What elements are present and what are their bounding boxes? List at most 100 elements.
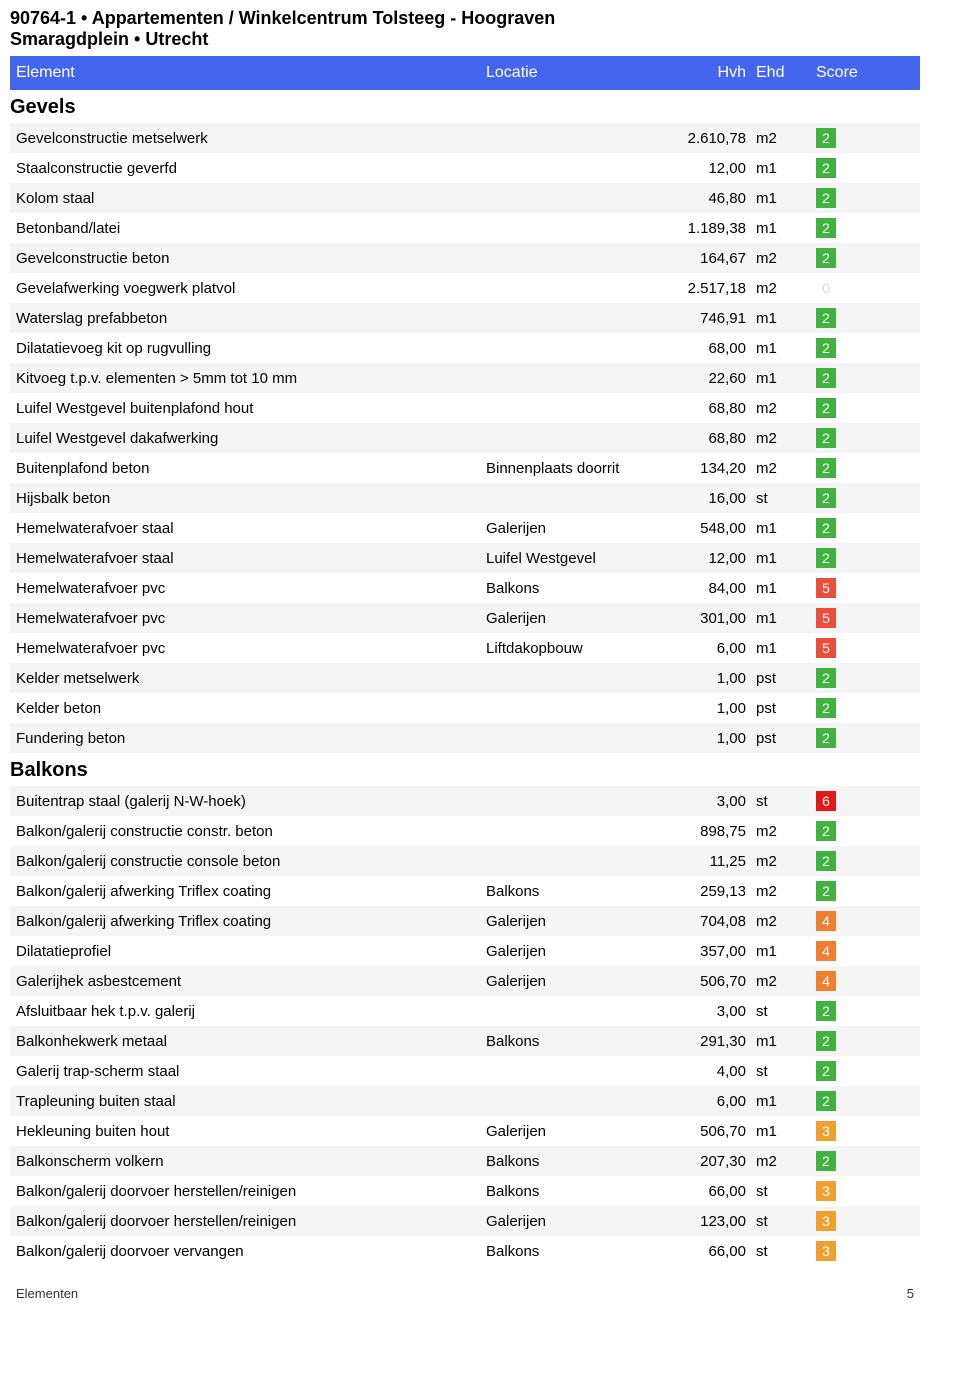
cell-score: 5 <box>816 578 886 598</box>
cell-element: Gevelafwerking voegwerk platvol <box>16 280 486 297</box>
score-badge: 2 <box>816 1001 836 1021</box>
cell-element: Galerij trap-scherm staal <box>16 1063 486 1080</box>
cell-hvh: 134,20 <box>666 460 756 477</box>
cell-locatie: Balkons <box>486 883 666 900</box>
score-badge: 5 <box>816 638 836 658</box>
score-badge: 3 <box>816 1121 836 1141</box>
cell-ehd: m1 <box>756 190 816 207</box>
score-badge: 2 <box>816 698 836 718</box>
score-badge: 2 <box>816 338 836 358</box>
cell-element: Balkon/galerij afwerking Triflex coating <box>16 913 486 930</box>
cell-locatie: Balkons <box>486 1153 666 1170</box>
cell-element: Hijsbalk beton <box>16 490 486 507</box>
cell-element: Luifel Westgevel buitenplafond hout <box>16 400 486 417</box>
cell-element: Kelder metselwerk <box>16 670 486 687</box>
table-row: Galerijhek asbestcementGalerijen506,70m2… <box>10 966 920 996</box>
cell-locatie: Galerijen <box>486 913 666 930</box>
cell-element: Hemelwaterafvoer staal <box>16 520 486 537</box>
cell-score: 2 <box>816 1151 886 1171</box>
cell-ehd: m2 <box>756 913 816 930</box>
cell-element: Staalconstructie geverfd <box>16 160 486 177</box>
cell-ehd: m2 <box>756 250 816 267</box>
score-badge: 4 <box>816 941 836 961</box>
table-row: Dilatatievoeg kit op rugvulling68,00m12 <box>10 333 920 363</box>
cell-ehd: pst <box>756 700 816 717</box>
cell-element: Afsluitbaar hek t.p.v. galerij <box>16 1003 486 1020</box>
table-row: Hemelwaterafvoer pvcGalerijen301,00m15 <box>10 603 920 633</box>
cell-score: 3 <box>816 1241 886 1261</box>
cell-score: 2 <box>816 308 886 328</box>
cell-element: Gevelconstructie metselwerk <box>16 130 486 147</box>
cell-hvh: 68,00 <box>666 340 756 357</box>
cell-score: 4 <box>816 941 886 961</box>
page-title-line1: 90764-1 • Appartementen / Winkelcentrum … <box>10 0 920 29</box>
table-row: Balkon/galerij afwerking Triflex coating… <box>10 906 920 936</box>
table-row: Hemelwaterafvoer pvcBalkons84,00m15 <box>10 573 920 603</box>
cell-score: 2 <box>816 1001 886 1021</box>
score-badge: 2 <box>816 488 836 508</box>
cell-ehd: m1 <box>756 610 816 627</box>
cell-ehd: m2 <box>756 430 816 447</box>
cell-score: 2 <box>816 338 886 358</box>
cell-element: Betonband/latei <box>16 220 486 237</box>
cell-ehd: st <box>756 1003 816 1020</box>
cell-locatie: Balkons <box>486 1183 666 1200</box>
cell-hvh: 548,00 <box>666 520 756 537</box>
cell-score: 2 <box>816 881 886 901</box>
score-badge: 2 <box>816 218 836 238</box>
cell-element: Buitenplafond beton <box>16 460 486 477</box>
cell-element: Dilatatieprofiel <box>16 943 486 960</box>
cell-ehd: m1 <box>756 370 816 387</box>
score-badge: 3 <box>816 1241 836 1261</box>
footer-left: Elementen <box>16 1286 78 1301</box>
cell-score: 2 <box>816 428 886 448</box>
table-row: Gevelconstructie beton164,67m22 <box>10 243 920 273</box>
score-badge: 5 <box>816 608 836 628</box>
cell-ehd: st <box>756 1243 816 1260</box>
score-badge: 2 <box>816 248 836 268</box>
cell-hvh: 11,25 <box>666 853 756 870</box>
score-badge: 4 <box>816 911 836 931</box>
cell-score: 2 <box>816 398 886 418</box>
score-badge: 5 <box>816 578 836 598</box>
score-badge: 2 <box>816 881 836 901</box>
score-badge: 2 <box>816 188 836 208</box>
cell-hvh: 123,00 <box>666 1213 756 1230</box>
cell-score: 2 <box>816 128 886 148</box>
cell-ehd: st <box>756 490 816 507</box>
score-badge: 2 <box>816 518 836 538</box>
table-row: Gevelconstructie metselwerk2.610,78m22 <box>10 123 920 153</box>
cell-hvh: 6,00 <box>666 1093 756 1110</box>
cell-hvh: 3,00 <box>666 1003 756 1020</box>
cell-ehd: m1 <box>756 550 816 567</box>
cell-element: Dilatatievoeg kit op rugvulling <box>16 340 486 357</box>
cell-score: 3 <box>816 1181 886 1201</box>
score-badge: 4 <box>816 971 836 991</box>
score-badge: 2 <box>816 398 836 418</box>
cell-hvh: 2.610,78 <box>666 130 756 147</box>
table-row: Kelder metselwerk1,00pst2 <box>10 663 920 693</box>
cell-element: Trapleuning buiten staal <box>16 1093 486 1110</box>
cell-score: 3 <box>816 1121 886 1141</box>
cell-score: 5 <box>816 638 886 658</box>
cell-hvh: 1,00 <box>666 700 756 717</box>
cell-score: 2 <box>816 158 886 178</box>
cell-hvh: 68,80 <box>666 430 756 447</box>
cell-hvh: 66,00 <box>666 1243 756 1260</box>
table-row: Balkon/galerij doorvoer herstellen/reini… <box>10 1176 920 1206</box>
cell-score: 6 <box>816 791 886 811</box>
cell-ehd: st <box>756 793 816 810</box>
col-header-ehd: Ehd <box>756 64 816 82</box>
score-badge: 6 <box>816 791 836 811</box>
cell-element: Gevelconstructie beton <box>16 250 486 267</box>
cell-score: 4 <box>816 911 886 931</box>
cell-hvh: 12,00 <box>666 160 756 177</box>
score-badge: 2 <box>816 548 836 568</box>
table-row: Balkon/galerij constructie console beton… <box>10 846 920 876</box>
cell-element: Galerijhek asbestcement <box>16 973 486 990</box>
score-badge: 2 <box>816 158 836 178</box>
page-footer: Elementen 5 <box>10 1266 920 1311</box>
cell-ehd: m1 <box>756 310 816 327</box>
cell-hvh: 506,70 <box>666 973 756 990</box>
cell-locatie: Galerijen <box>486 520 666 537</box>
